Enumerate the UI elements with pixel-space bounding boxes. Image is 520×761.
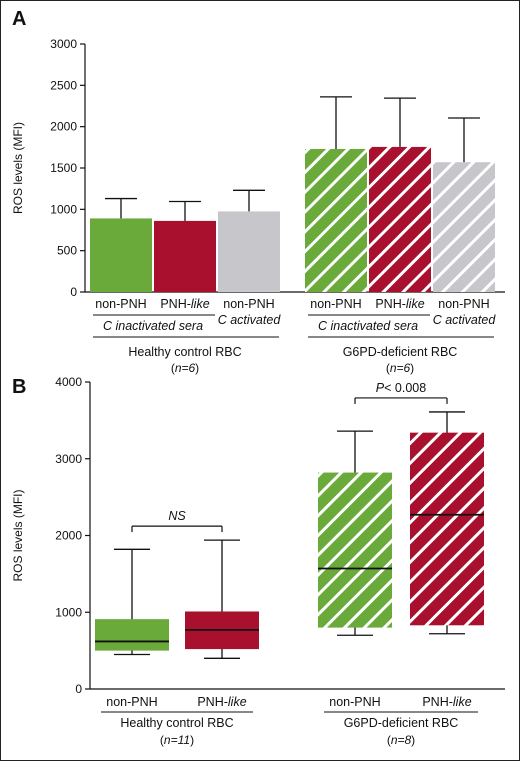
panel-a-sublabel-activated: C activated [218, 313, 282, 327]
panel-a-bar-label: non-PNH [438, 297, 489, 311]
panel-b-group-n: (n=11) [160, 733, 194, 747]
panel-b-box-label: PNH-like [197, 695, 246, 709]
panel-a-bar [369, 146, 431, 292]
panel-b-box [410, 432, 484, 626]
panel-a-y-tick-label: 2000 [50, 120, 77, 134]
panel-b-y-tick-label: 0 [75, 682, 82, 696]
panel-b-y-tick-label: 2000 [55, 529, 82, 543]
panel-a-group-n: (n=6) [171, 361, 199, 375]
panel-b-box [95, 619, 169, 651]
panel-a-bar [90, 218, 152, 292]
panel-a-y-tick-label: 0 [70, 285, 77, 299]
panel-a-group-n: (n=6) [386, 361, 414, 375]
panel-a-bar-label: non-PNH [310, 297, 361, 311]
panel-b-group-label: G6PD-deficient RBC [344, 716, 459, 730]
panel-b-y-tick-label: 3000 [55, 452, 82, 466]
panel-a-y-axis-label: ROS levels (MFI) [11, 122, 25, 214]
panel-a-y-tick-label: 500 [57, 244, 77, 258]
panel-a-sublabel-activated: C activated [433, 313, 497, 327]
panel-a-bar-label: non-PNH [223, 297, 274, 311]
panel-a-y-tick-label: 2500 [50, 78, 77, 92]
panel-a-letter: A [12, 8, 26, 30]
panel-a-bar [305, 148, 367, 292]
panel-a-sublabel-inactivated: C inactivated sera [103, 319, 203, 333]
panel-b-y-tick-label: 4000 [55, 375, 82, 389]
panel-a-group-label: Healthy control RBC [128, 345, 241, 359]
panel-b-comparison-label: P< 0.008 [376, 381, 426, 395]
panel-a-y-tick-label: 3000 [50, 37, 77, 51]
panel-a-bar-chart: 0 500 1000 1500 2000 2500 3000 ROS levels (MFI)… [11, 37, 505, 375]
panel-b-box-chart: 0 1000 2000 3000 4000 ROS levels (MFI) non-PNH… [11, 375, 505, 747]
panel-b-group-n: (n=8) [387, 733, 415, 747]
panel-a-bar [154, 220, 216, 292]
panel-a-bar [433, 162, 495, 292]
panel-a-group-label: G6PD-deficient RBC [343, 345, 458, 359]
panel-a-y-tick-label: 1500 [50, 161, 77, 175]
panel-b-box-label: non-PNH [329, 695, 380, 709]
panel-a-bar [218, 211, 280, 292]
panel-b-box [318, 472, 392, 628]
panel-b-box-label: PNH-like [422, 695, 471, 709]
panel-a-bar-label: non-PNH [95, 297, 146, 311]
panel-b-letter: B [12, 376, 26, 398]
panel-b-y-tick-label: 1000 [55, 605, 82, 619]
panel-b-box-label: non-PNH [106, 695, 157, 709]
panel-b-comparison-label: NS [168, 509, 186, 523]
panel-b-y-axis-label: ROS levels (MFI) [11, 489, 25, 581]
panel-a-y-tick-label: 1000 [50, 202, 77, 216]
panel-a-bar-label: PNH-like [375, 297, 424, 311]
panel-a-bar-label: PNH-like [160, 297, 209, 311]
panel-b-group-label: Healthy control RBC [120, 716, 233, 730]
panel-a-sublabel-inactivated: C inactivated sera [318, 319, 418, 333]
